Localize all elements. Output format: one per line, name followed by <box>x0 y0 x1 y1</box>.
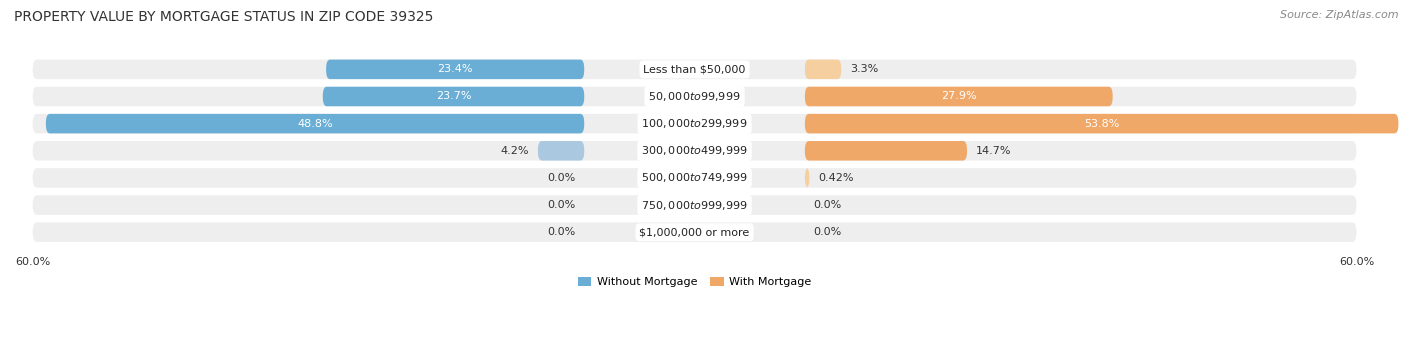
FancyBboxPatch shape <box>32 114 1357 133</box>
FancyBboxPatch shape <box>32 141 1357 160</box>
Text: 0.0%: 0.0% <box>547 200 575 210</box>
Text: 0.0%: 0.0% <box>547 173 575 183</box>
Text: 3.3%: 3.3% <box>851 64 879 74</box>
Text: 0.0%: 0.0% <box>547 227 575 237</box>
FancyBboxPatch shape <box>32 87 1357 106</box>
Text: $500,000 to $749,999: $500,000 to $749,999 <box>641 171 748 184</box>
Legend: Without Mortgage, With Mortgage: Without Mortgage, With Mortgage <box>574 272 815 292</box>
Text: PROPERTY VALUE BY MORTGAGE STATUS IN ZIP CODE 39325: PROPERTY VALUE BY MORTGAGE STATUS IN ZIP… <box>14 10 433 24</box>
FancyBboxPatch shape <box>32 195 1357 215</box>
Text: 27.9%: 27.9% <box>941 91 977 102</box>
FancyBboxPatch shape <box>32 59 1357 79</box>
FancyBboxPatch shape <box>804 59 841 79</box>
Text: 0.0%: 0.0% <box>814 227 842 237</box>
FancyBboxPatch shape <box>32 222 1357 242</box>
FancyBboxPatch shape <box>32 168 1357 188</box>
Text: 4.2%: 4.2% <box>501 146 529 156</box>
FancyBboxPatch shape <box>804 168 810 188</box>
Text: Less than $50,000: Less than $50,000 <box>644 64 745 74</box>
Text: $300,000 to $499,999: $300,000 to $499,999 <box>641 144 748 157</box>
FancyBboxPatch shape <box>804 87 1112 106</box>
Text: $750,000 to $999,999: $750,000 to $999,999 <box>641 199 748 211</box>
Text: $1,000,000 or more: $1,000,000 or more <box>640 227 749 237</box>
Text: 53.8%: 53.8% <box>1084 119 1119 129</box>
Text: 0.0%: 0.0% <box>814 200 842 210</box>
Text: $100,000 to $299,999: $100,000 to $299,999 <box>641 117 748 130</box>
FancyBboxPatch shape <box>323 87 585 106</box>
FancyBboxPatch shape <box>326 59 585 79</box>
Text: 14.7%: 14.7% <box>976 146 1011 156</box>
Text: 0.42%: 0.42% <box>818 173 853 183</box>
FancyBboxPatch shape <box>804 141 967 160</box>
FancyBboxPatch shape <box>804 114 1399 133</box>
Text: 23.7%: 23.7% <box>436 91 471 102</box>
Text: Source: ZipAtlas.com: Source: ZipAtlas.com <box>1281 10 1399 20</box>
FancyBboxPatch shape <box>46 114 585 133</box>
FancyBboxPatch shape <box>538 141 585 160</box>
Text: 48.8%: 48.8% <box>297 119 333 129</box>
Text: $50,000 to $99,999: $50,000 to $99,999 <box>648 90 741 103</box>
Text: 23.4%: 23.4% <box>437 64 472 74</box>
